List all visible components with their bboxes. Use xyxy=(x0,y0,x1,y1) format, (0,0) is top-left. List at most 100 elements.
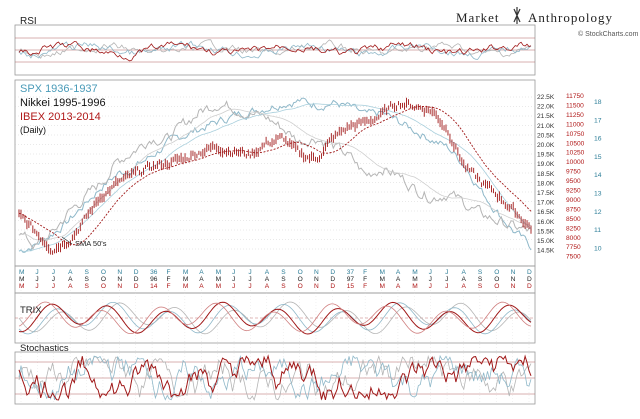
month-label-spx: F xyxy=(363,269,367,276)
axis-tick-ibex: 10750 xyxy=(566,131,585,138)
month-label-nikkei: D xyxy=(134,276,139,283)
month-label-nikkei: A xyxy=(396,276,401,283)
brand-name-left: Market xyxy=(456,10,500,25)
month-label-spx: D xyxy=(330,269,335,276)
brand-logo: Market Anthropology xyxy=(456,7,612,25)
axis-tick-nikkei: 20.5K xyxy=(537,132,555,139)
month-label-spx: M xyxy=(216,269,222,276)
stochastics-line xyxy=(18,355,532,402)
month-label-nikkei: M xyxy=(216,276,222,283)
month-label-ibex: D xyxy=(134,283,139,290)
sma-annotation-pointer xyxy=(61,236,73,245)
month-label-nikkei: M xyxy=(412,276,418,283)
month-label-ibex: M xyxy=(183,283,189,290)
month-label-nikkei: S xyxy=(478,276,483,283)
stochastics-line xyxy=(18,354,532,401)
month-label-spx: O xyxy=(494,269,499,276)
month-label-nikkei: J xyxy=(232,276,235,283)
month-label-ibex: M xyxy=(412,283,418,290)
month-rows: M J J A S O N D 36 F M A M J J A S O N D 37 F M A M J J A S O N DM J J A S O… xyxy=(19,269,532,290)
stochastics-label: Stochastics xyxy=(20,343,69,354)
month-label-ibex: F xyxy=(363,283,367,290)
month-label-spx: A xyxy=(265,269,270,276)
axis-tick-ibex: 9750 xyxy=(566,169,581,176)
month-label-nikkei: F xyxy=(363,276,367,283)
axis-tick-nikkei: 19.5K xyxy=(537,152,555,159)
month-label-nikkei: N xyxy=(511,276,516,283)
month-label-nikkei: J xyxy=(52,276,55,283)
price-panel xyxy=(18,97,532,255)
month-label-ibex: S xyxy=(85,283,90,290)
axis-tick-spx: 11 xyxy=(594,227,601,234)
trix-panel xyxy=(15,301,535,335)
axis-tick-nikkei: 21.5K xyxy=(537,113,555,120)
month-label-spx: O xyxy=(101,269,106,276)
axis-tick-spx: 10 xyxy=(594,245,602,252)
axis-tick-ibex: 9250 xyxy=(566,188,581,195)
month-label-nikkei: D xyxy=(527,276,532,283)
month-label-ibex: M xyxy=(380,283,386,290)
month-label-nikkei: A xyxy=(68,276,73,283)
month-label-ibex: A xyxy=(396,283,401,290)
axis-tick-ibex: 7500 xyxy=(566,254,581,261)
trix-line xyxy=(18,301,532,335)
month-label-ibex: O xyxy=(101,283,106,290)
month-label-ibex: S xyxy=(281,283,286,290)
month-label-spx: M xyxy=(412,269,418,276)
month-label-nikkei: J xyxy=(429,276,432,283)
month-label-ibex: A xyxy=(461,283,466,290)
axis-tick-ibex: 11750 xyxy=(566,93,584,100)
month-label-ibex: A xyxy=(68,283,73,290)
stochastics-line xyxy=(18,354,532,401)
month-label-nikkei: J xyxy=(35,276,38,283)
series-line-nikkei xyxy=(18,100,532,251)
month-label-spx: A xyxy=(199,269,204,276)
month-label-nikkei: M xyxy=(183,276,189,283)
month-label-nikkei: M xyxy=(19,276,25,283)
month-label-nikkei: N xyxy=(314,276,319,283)
axis-tick-ibex: 11250 xyxy=(566,112,584,119)
legend-nikkei: Nikkei 1995-1996 xyxy=(20,97,106,109)
axis-tick-nikkei: 18.0K xyxy=(537,180,555,187)
month-label-spx: J xyxy=(35,269,38,276)
axis-tick-nikkei: 18.5K xyxy=(537,171,555,178)
month-label-ibex: N xyxy=(511,283,516,290)
legend-frequency: (Daily) xyxy=(20,125,46,135)
trix-line xyxy=(18,301,532,335)
month-label-ibex: J xyxy=(248,283,251,290)
month-label-nikkei: F xyxy=(166,276,170,283)
month-label-ibex: F xyxy=(166,283,170,290)
axis-tick-ibex: 8250 xyxy=(566,225,581,232)
axis-tick-ibex: 10000 xyxy=(566,159,585,166)
month-label-spx: F xyxy=(166,269,170,276)
axis-tick-nikkei: 20.0K xyxy=(537,142,555,149)
month-label-spx: D xyxy=(134,269,139,276)
legend-ibex: IBEX 2013-2014 xyxy=(20,111,101,123)
month-label-ibex: D xyxy=(527,283,532,290)
axis-tick-nikkei: 22.0K xyxy=(537,104,555,111)
axis-tick-nikkei: 15.0K xyxy=(537,238,555,245)
axis-tick-ibex: 9000 xyxy=(566,197,581,204)
month-label-spx: N xyxy=(511,269,516,276)
axis-tick-spx: 17 xyxy=(594,117,602,124)
axis-tick-nikkei: 17.0K xyxy=(537,200,555,207)
price-axes: 22.5K 22.0K 21.5K 21.0K 20.5K 20.0K 19.5K 19.0K… xyxy=(537,93,602,261)
sma-line-spx xyxy=(18,103,532,252)
month-label-nikkei: D xyxy=(330,276,335,283)
rsi-panel xyxy=(15,37,535,63)
month-label-nikkei: O xyxy=(101,276,106,283)
month-label-nikkei: O xyxy=(298,276,303,283)
rsi-line xyxy=(18,41,532,62)
axis-tick-spx: 16 xyxy=(594,136,602,143)
month-label-nikkei: O xyxy=(494,276,499,283)
axis-tick-spx: 15 xyxy=(594,154,602,161)
month-label-spx: S xyxy=(281,269,286,276)
month-label-spx: 37 xyxy=(347,269,355,276)
month-label-ibex: 14 xyxy=(150,283,158,290)
axis-tick-ibex: 11000 xyxy=(566,121,584,128)
axis-tick-nikkei: 15.5K xyxy=(537,228,555,235)
month-label-spx: J xyxy=(248,269,251,276)
month-label-spx: A xyxy=(461,269,466,276)
month-label-ibex: A xyxy=(265,283,270,290)
axis-tick-spx: 12 xyxy=(594,209,602,216)
